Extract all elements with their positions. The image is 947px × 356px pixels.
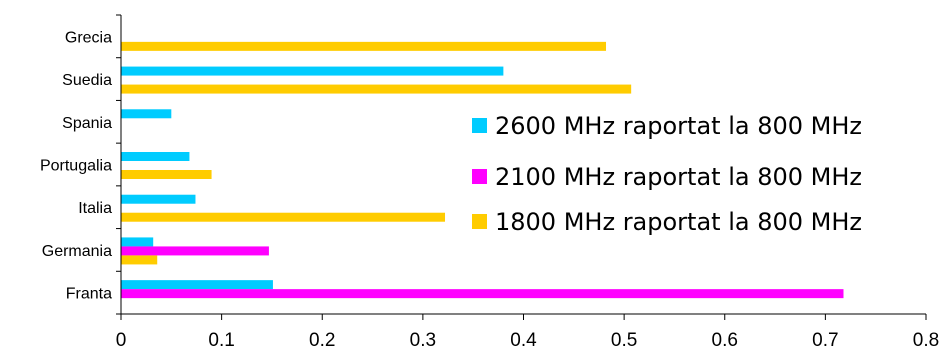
bar-italia-series-3 bbox=[121, 212, 446, 222]
legend-swatch-series-3 bbox=[472, 214, 487, 229]
category-label-grecia: Grecia bbox=[65, 29, 112, 46]
x-tick-label: 0.6 bbox=[712, 330, 738, 351]
category-label-germania: Germania bbox=[42, 243, 112, 260]
axes-group bbox=[116, 14, 927, 320]
category-label-italia: Italia bbox=[78, 200, 112, 217]
legend: 2600 MHz raportat la 800 MHz 2100 MHz rap… bbox=[472, 112, 862, 236]
x-tick-label: 0.5 bbox=[611, 330, 637, 351]
x-tick-label: 0.2 bbox=[309, 330, 335, 351]
legend-swatch-series-2 bbox=[472, 169, 487, 184]
bar-spania-series-1 bbox=[121, 109, 172, 119]
category-label-spania: Spania bbox=[62, 115, 112, 132]
bar-franta-series-2 bbox=[121, 289, 844, 299]
bars-group bbox=[121, 41, 844, 299]
bar-italia-series-1 bbox=[121, 194, 196, 204]
x-tick-label: 0.8 bbox=[913, 330, 939, 351]
bar-germania-series-3 bbox=[121, 255, 158, 265]
bar-germania-series-2 bbox=[121, 246, 269, 256]
bar-suedia-series-3 bbox=[121, 84, 632, 94]
legend-swatch-series-1 bbox=[472, 118, 487, 133]
x-tick-label: 0.3 bbox=[410, 330, 436, 351]
bar-portugalia-series-3 bbox=[121, 170, 212, 179]
legend-label-series-3: 1800 MHz raportat la 800 MHz bbox=[495, 208, 862, 236]
x-tick-label: 0.7 bbox=[812, 330, 838, 351]
x-tick-label: 0 bbox=[116, 330, 127, 351]
category-label-franta: Franta bbox=[66, 286, 112, 303]
category-label-suedia: Suedia bbox=[62, 72, 112, 89]
bar-portugalia-series-1 bbox=[121, 152, 190, 161]
bar-suedia-series-1 bbox=[121, 66, 504, 76]
x-tick-labels: 0 0.1 0.2 0.3 0.4 0.5 0.6 0.7 0.8 bbox=[116, 330, 940, 351]
category-labels: Franta Germania Italia Portugalia Spania Sued… bbox=[40, 29, 112, 302]
bar-franta-series-1 bbox=[121, 280, 273, 290]
legend-label-series-2: 2100 MHz raportat la 800 MHz bbox=[495, 163, 862, 191]
category-label-portugalia: Portugalia bbox=[40, 158, 112, 175]
x-tick-label: 0.1 bbox=[208, 330, 234, 351]
bar-grecia-series-3 bbox=[121, 41, 607, 51]
legend-label-series-1: 2600 MHz raportat la 800 MHz bbox=[495, 112, 862, 140]
x-tick-label: 0.4 bbox=[510, 330, 537, 351]
bar-germania-series-1 bbox=[121, 237, 154, 247]
